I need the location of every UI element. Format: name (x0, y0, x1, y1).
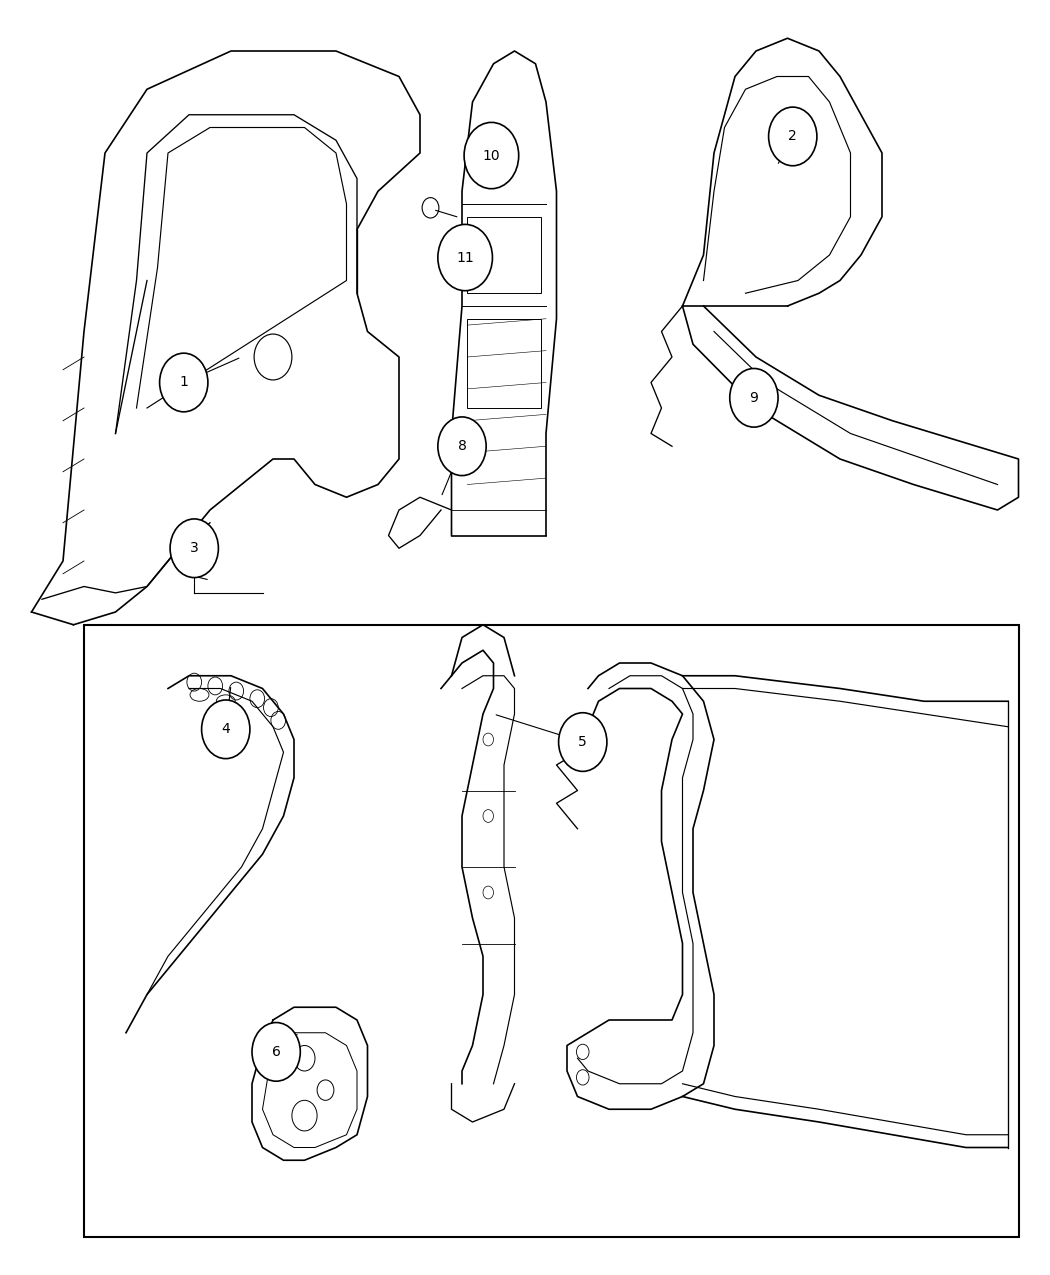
Text: 5: 5 (579, 736, 587, 748)
Text: 8: 8 (458, 440, 466, 453)
Text: 6: 6 (272, 1046, 280, 1058)
Circle shape (252, 1023, 300, 1081)
Circle shape (202, 700, 250, 759)
Bar (84, 625, 1018, 1237)
Circle shape (730, 368, 778, 427)
Bar (467, 217, 541, 293)
Text: 10: 10 (483, 149, 500, 162)
Circle shape (769, 107, 817, 166)
Circle shape (438, 417, 486, 476)
Circle shape (464, 122, 519, 189)
Text: 9: 9 (750, 391, 758, 404)
Circle shape (170, 519, 218, 578)
Circle shape (559, 713, 607, 771)
Text: 4: 4 (222, 723, 230, 736)
Text: 11: 11 (457, 251, 474, 264)
Bar (467, 319, 541, 408)
Circle shape (438, 224, 492, 291)
Circle shape (160, 353, 208, 412)
Text: 3: 3 (190, 542, 198, 555)
Text: 2: 2 (789, 130, 797, 143)
Text: 1: 1 (180, 376, 188, 389)
